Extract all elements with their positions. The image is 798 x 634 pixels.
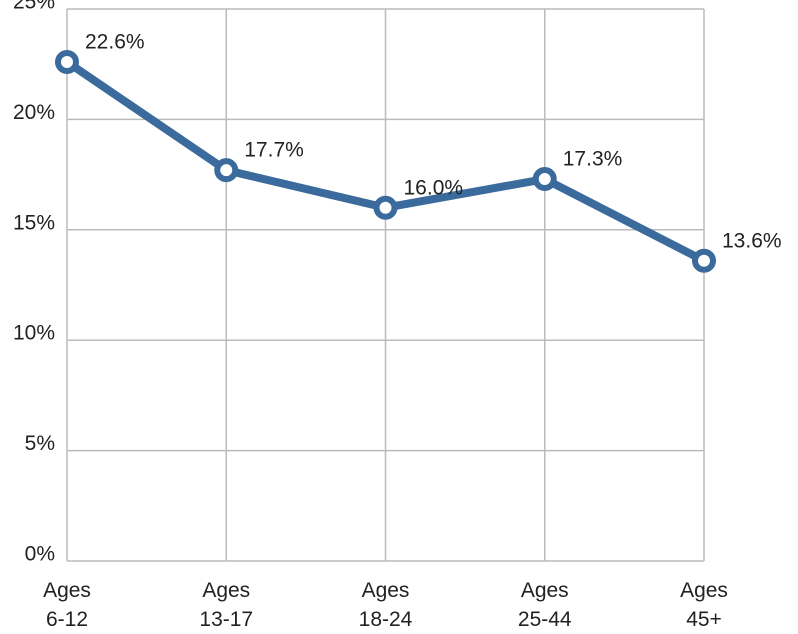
x-tick-label: Ages 45+ <box>680 579 728 631</box>
x-tick-label: Ages 13-17 <box>199 579 254 631</box>
y-tick-label: 20% <box>13 101 55 124</box>
data-label: 17.3% <box>563 148 623 171</box>
x-tick-label: Ages 6-12 <box>43 579 91 631</box>
marker <box>214 158 239 183</box>
y-tick-label: 5% <box>25 432 55 455</box>
data-label: 17.7% <box>244 139 304 162</box>
x-tick-label: Ages 18-24 <box>358 579 413 631</box>
marker <box>373 195 398 220</box>
marker <box>692 248 716 273</box>
data-label: 16.0% <box>404 176 464 199</box>
y-tick-label: 15% <box>13 211 55 234</box>
marker <box>532 167 557 192</box>
x-tick-label: Ages 25-44 <box>517 579 572 631</box>
y-tick-label: 10% <box>13 322 55 345</box>
data-label: 22.6% <box>85 31 145 54</box>
y-tick-label: 0% <box>25 543 55 566</box>
data-label: 13.6% <box>722 229 782 252</box>
marker <box>55 49 79 74</box>
y-tick-label: 25% <box>13 0 55 14</box>
